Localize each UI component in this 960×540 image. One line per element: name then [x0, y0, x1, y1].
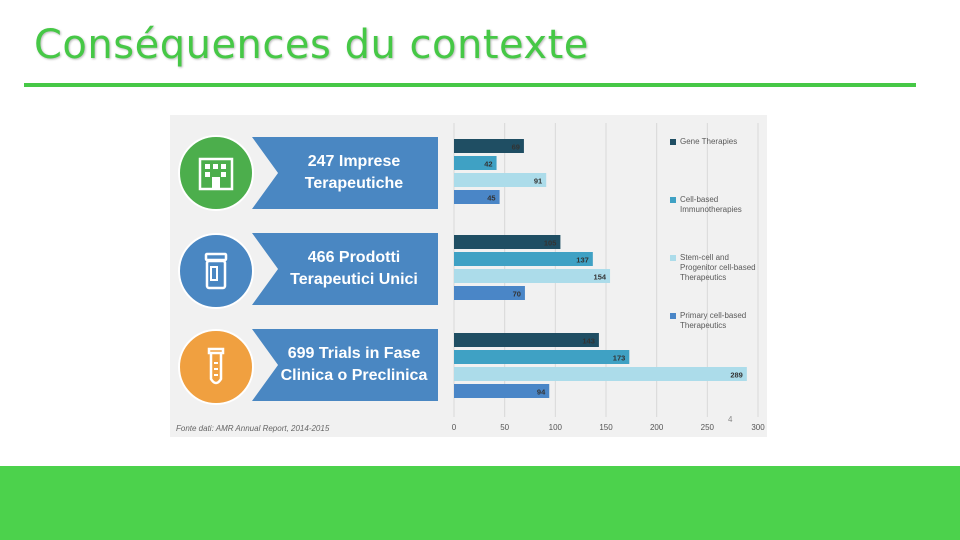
card-2-badge: [178, 233, 254, 309]
data-label-g1-s1: 69: [512, 143, 520, 152]
pill-bottle-icon: [180, 235, 252, 307]
legend-swatch-1: [670, 139, 676, 145]
bar-g3-s3: [454, 367, 747, 381]
x-tick-label-300: 300: [751, 423, 765, 432]
card-1-banner: 247 Imprese Terapeutiche: [252, 137, 438, 209]
legend-label-2: Cell-based Immunotherapies: [680, 195, 742, 214]
bar-g1-s2: [454, 156, 497, 170]
card-2-line-1: 466 Prodotti: [307, 249, 401, 266]
bar-g2-s2: [454, 252, 593, 266]
data-label-g2-s3: 154: [594, 273, 607, 282]
data-label-g3-s4: 94: [537, 388, 546, 397]
legend-label-3: Stem-cell and Progenitor cell-based Ther…: [680, 253, 756, 282]
test-tube-icon: [180, 331, 252, 403]
bar-g1-s1: [454, 139, 524, 153]
infographic-cards: 247 Imprese Terapeutiche 466 Prodotti Te…: [170, 115, 450, 437]
bar-g2-s4: [454, 286, 525, 300]
card-3-banner: 699 Trials in Fase Clinica o Preclinica: [252, 329, 438, 401]
bar-g1-s3: [454, 173, 547, 187]
data-label-g1-s2: 42: [484, 160, 492, 169]
bar-chart: 0 50 100 150 200 250 300 69 42 91 45 105 137 154 70 143…: [452, 123, 765, 432]
bar-g2-s3: [454, 269, 611, 283]
data-label-g2-s1: 105: [544, 239, 557, 248]
x-tick-label-250: 250: [701, 423, 715, 432]
card-3-badge: [178, 329, 254, 405]
card-3-line-1: 699 Trials in Fase: [287, 345, 421, 362]
data-label-g1-s4: 45: [487, 194, 495, 203]
bar-g3-s1: [454, 333, 599, 347]
x-tick-label-200: 200: [650, 423, 664, 432]
card-2-line-2: Terapeutici Unici: [290, 271, 418, 288]
building-icon: [180, 137, 252, 209]
x-tick-label-150: 150: [599, 423, 613, 432]
card-1-line-2: Terapeutiche: [304, 175, 404, 192]
card-1-badge: [178, 135, 254, 211]
legend-swatch-4: [670, 313, 676, 319]
x-tick-label-50: 50: [500, 423, 509, 432]
data-label-g2-s4: 70: [513, 290, 521, 299]
legend-label-1: Gene Therapies: [680, 137, 738, 146]
legend-label-4: Primary cell-based Therapeutics: [680, 311, 747, 330]
card-1-line-1: 247 Imprese: [307, 153, 401, 170]
data-label-g3-s3: 289: [730, 371, 743, 380]
source-note: Fonte dati: AMR Annual Report, 2014-2015: [176, 424, 330, 433]
legend-swatch-3: [670, 255, 676, 261]
x-tick-label-100: 100: [549, 423, 563, 432]
bar-g1-s4: [454, 190, 500, 204]
title-underline: [24, 83, 916, 87]
page-number: 4: [728, 415, 733, 424]
data-label-g3-s1: 143: [582, 337, 595, 346]
data-label-g1-s3: 91: [534, 177, 542, 186]
legend-swatch-2: [670, 197, 676, 203]
bar-g3-s4: [454, 384, 550, 398]
data-label-g2-s2: 137: [576, 256, 589, 265]
slide-title: Conséquences du contexte: [34, 22, 589, 68]
bar-g2-s1: [454, 235, 561, 249]
footer-bar: [0, 466, 960, 540]
infographic-figure: 247 Imprese Terapeutiche 466 Prodotti Te…: [170, 115, 767, 437]
bar-g3-s2: [454, 350, 630, 364]
card-3-line-2: Clinica o Preclinica: [280, 367, 428, 384]
x-tick-label-0: 0: [452, 423, 457, 432]
data-label-g3-s2: 173: [613, 354, 626, 363]
card-2-banner: 466 Prodotti Terapeutici Unici: [252, 233, 438, 305]
